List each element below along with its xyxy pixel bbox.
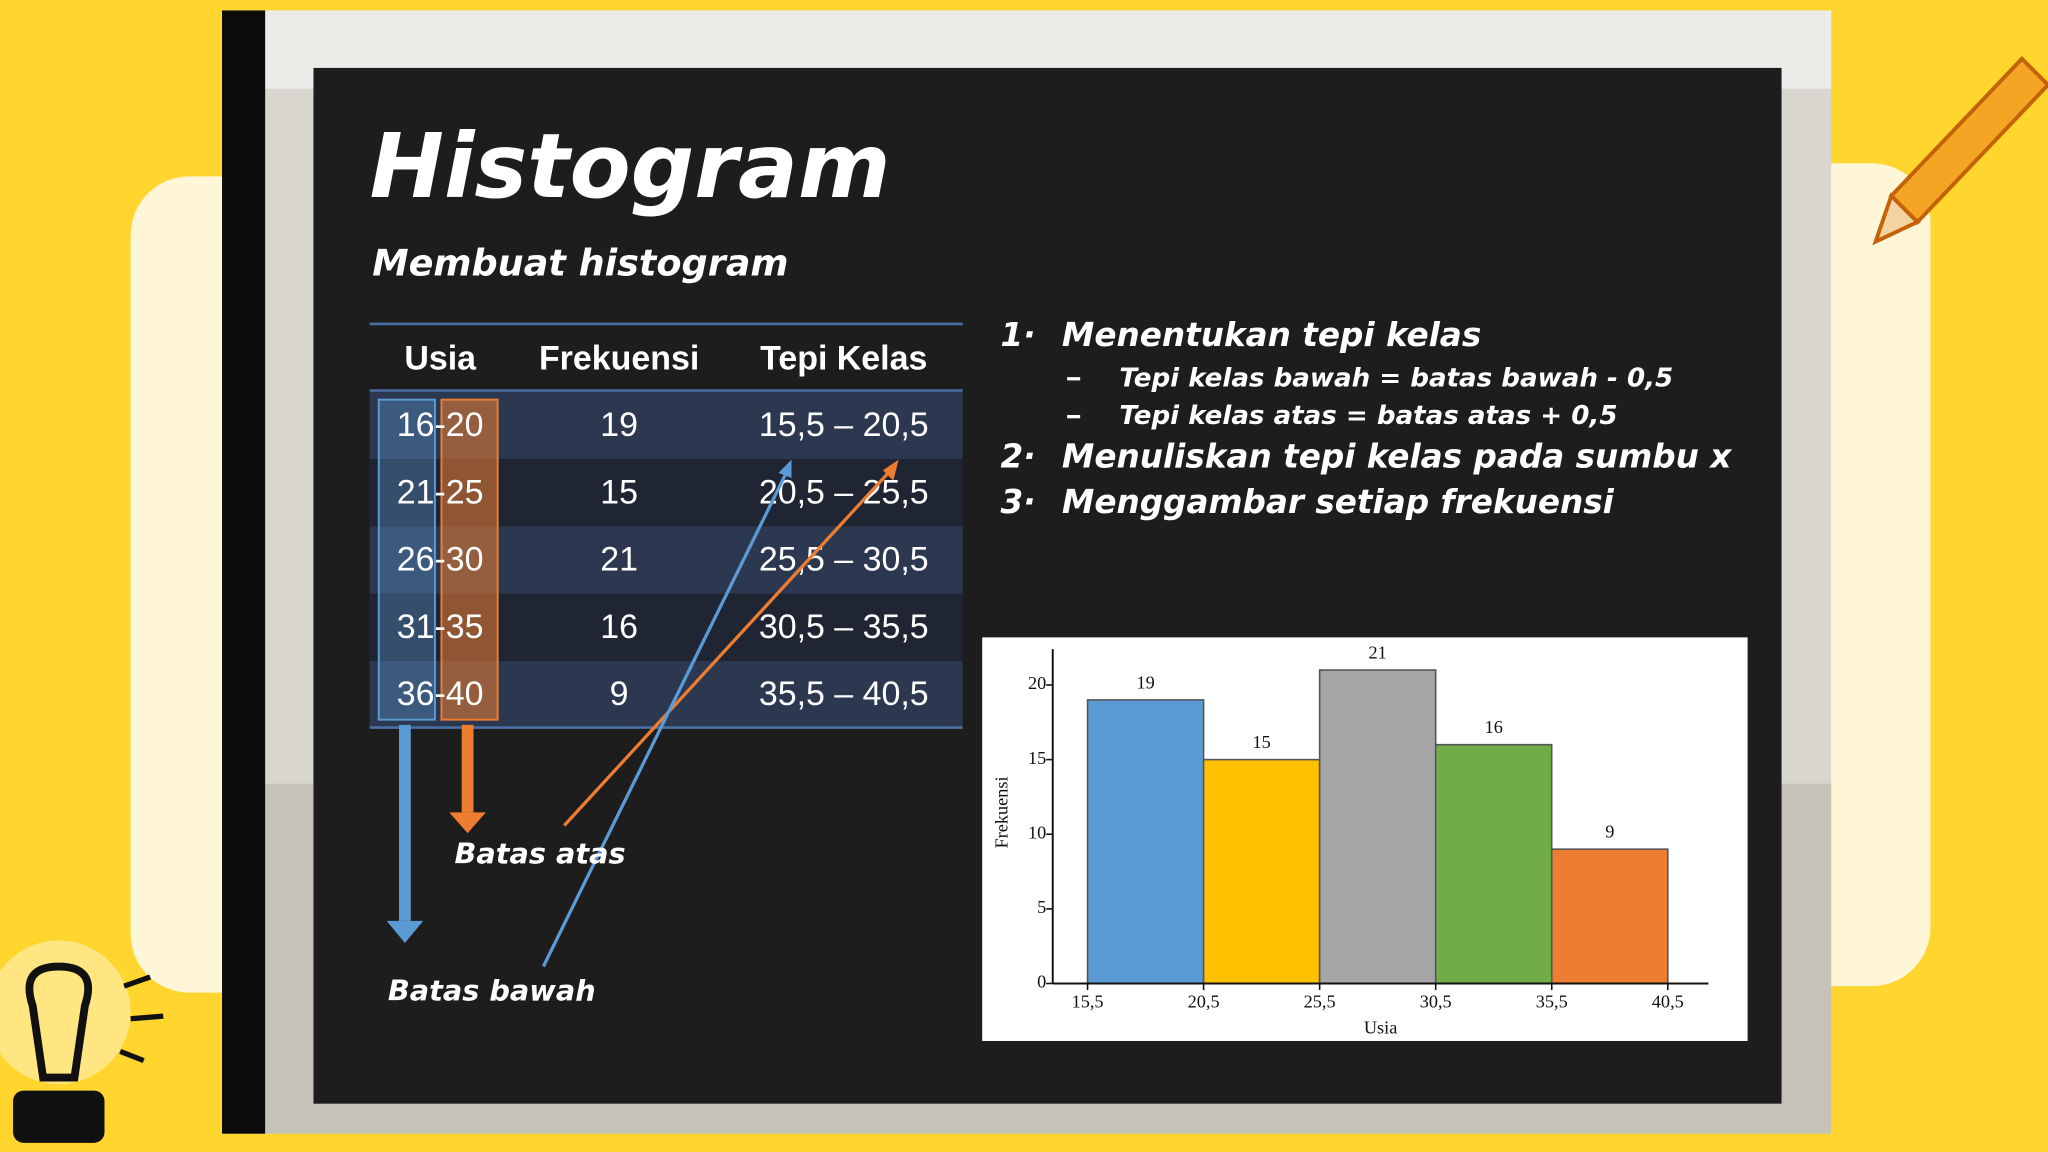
y-tick-label: 20 [1028,673,1046,693]
step-subtext: Tepi kelas atas = batas atas + 0,5 [1119,401,1617,431]
left-strip [222,10,266,1134]
table-cell: 9 [610,675,629,713]
table-cell: 35,5 – 40,5 [759,675,929,713]
data-label: 15 [1252,732,1270,752]
table-header: Frekuensi [539,339,699,377]
step-text: Menentukan tepi kelas [1062,316,1481,354]
data-label: 21 [1369,643,1387,663]
bar [1086,699,1205,985]
pencil-icon [1872,55,2048,246]
annotation: Batas atas [455,837,626,871]
table-header: Usia [404,339,477,377]
step-number: 3· [1000,483,1035,521]
x-tick-label: 20,5 [1188,991,1220,1011]
table-cell: 15 [600,473,638,511]
step-number: 1· [1000,316,1035,354]
bar [1202,758,1321,985]
annotation: Batas bawah [388,974,596,1008]
x-tick-label: 15,5 [1072,991,1104,1011]
bar [1434,743,1553,985]
step-number: 2· [1000,437,1035,475]
title: Histogram [370,115,891,218]
step-subtext: Tepi kelas bawah = batas bawah - 0,5 [1119,363,1673,393]
y-axis-label: Frekuensi [991,776,1011,848]
table-cell: 19 [600,406,638,444]
bar [1318,669,1437,985]
data-label: 9 [1605,822,1614,842]
x-tick-label: 35,5 [1536,991,1568,1011]
table-header: Tepi Kelas [760,339,927,377]
table: Usia Frekuensi Tepi Kelas 16-20 19 15,5 – 20,… [369,322,963,729]
arrows [386,459,899,968]
step-text: Menggambar setiap frekuensi [1062,483,1615,521]
bar [1550,848,1669,985]
highlight-box [377,398,436,721]
table-cell: 30,5 – 35,5 [759,608,929,646]
table-cell: 16-20 [397,406,484,444]
y-tick-label: 5 [1037,897,1046,917]
x-tick-label: 40,5 [1652,991,1684,1011]
x-axis-label: Usia [1364,1017,1397,1037]
table-cell: 36-40 [397,675,484,713]
step-text: Menuliskan tepi kelas pada sumbu x [1062,437,1732,475]
x-tick-label: 30,5 [1420,991,1452,1011]
y-tick-label: 15 [1028,748,1046,768]
table-cell: 20,5 – 25,5 [759,473,929,511]
y-tick-label: 0 [1037,972,1046,992]
table-cell: 25,5 – 30,5 [759,541,929,579]
table-cell: 26-30 [397,541,484,579]
highlight-box [440,398,499,721]
table-cell: 16 [600,608,638,646]
subtitle: Membuat histogram [372,242,788,285]
data-label: 19 [1136,672,1154,692]
table-cell: 15,5 – 20,5 [759,406,929,444]
data-label: 16 [1485,717,1503,737]
histogram: 19 15 21 16 9 0 5 10 15 20 15,5 20,5 25,5 30,5 35,5 40,… [991,643,1709,1037]
table-cell: 31-35 [397,608,484,646]
bulb-icon [0,940,164,1143]
table-cell: 21 [600,541,638,579]
x-tick-label: 25,5 [1304,991,1336,1011]
y-tick-label: 10 [1028,822,1046,842]
table-cell: 21-25 [397,473,484,511]
steps: 1· Menentukan tepi kelas Tepi kelas bawah … [1000,316,1732,521]
